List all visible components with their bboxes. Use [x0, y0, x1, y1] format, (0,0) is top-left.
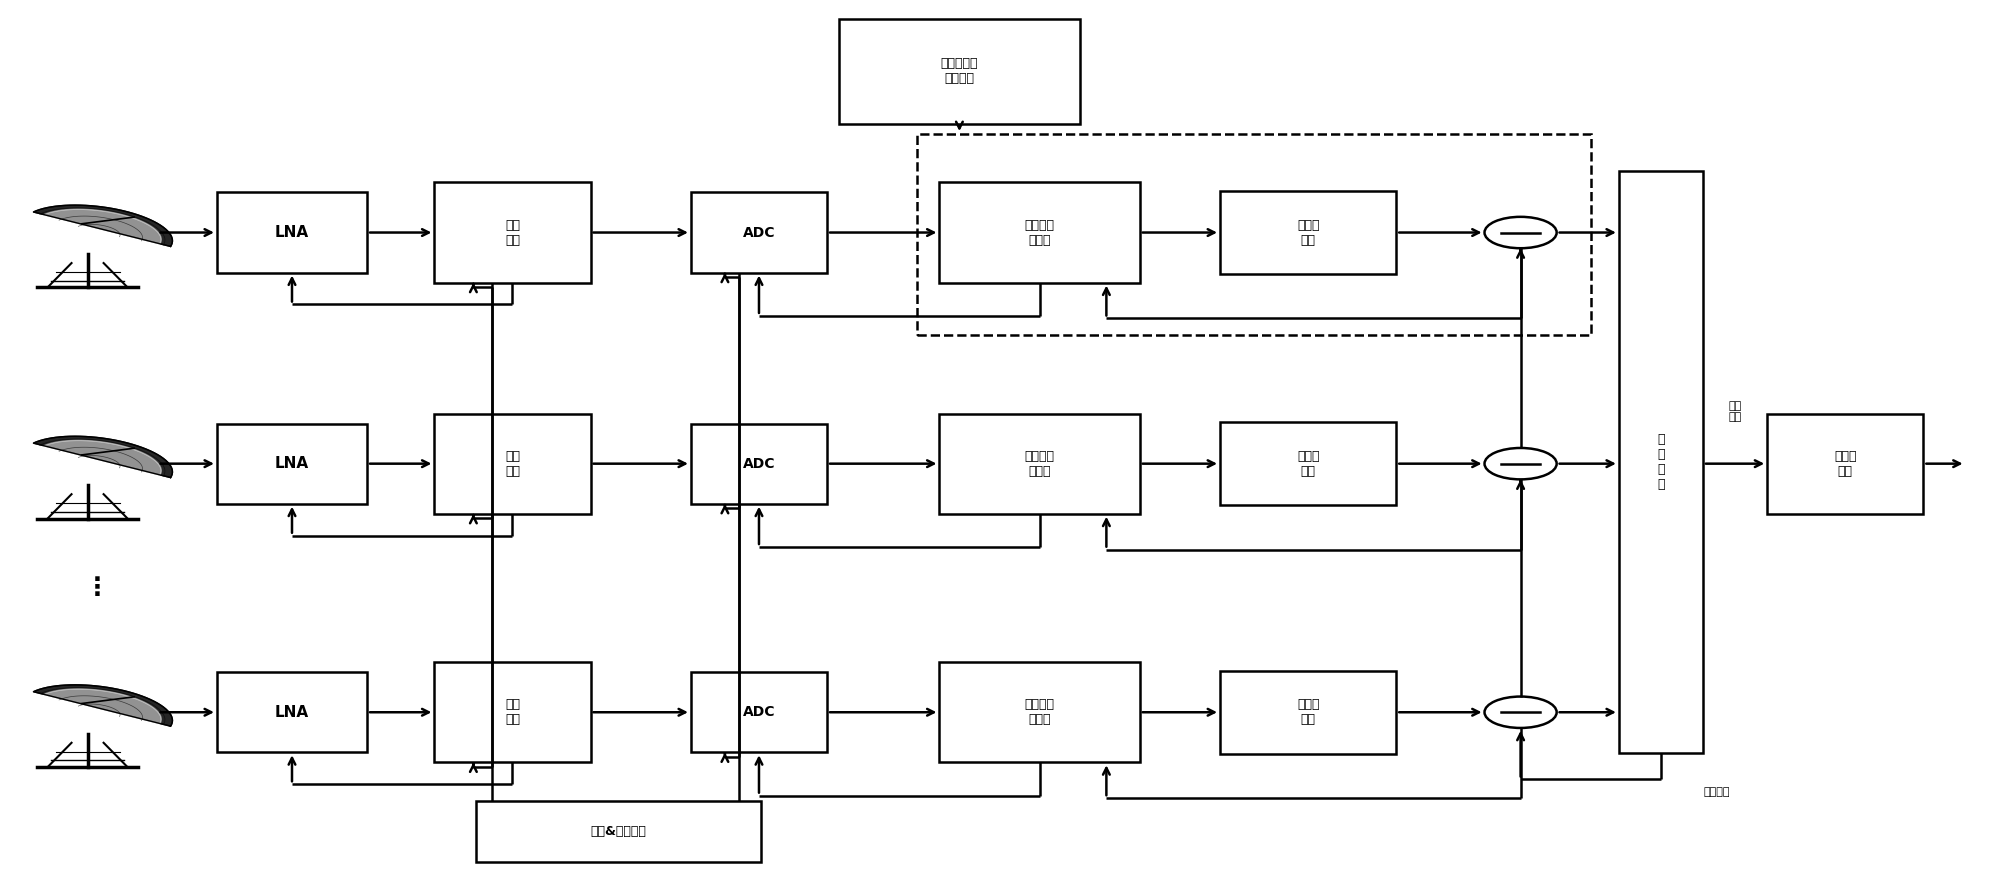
Text: 相位差
估计: 相位差 估计 [1297, 450, 1319, 478]
FancyBboxPatch shape [476, 802, 761, 862]
FancyBboxPatch shape [434, 182, 590, 283]
Polygon shape [42, 689, 161, 724]
Polygon shape [42, 440, 161, 475]
Text: 时延和加权
幅值计算: 时延和加权 幅值计算 [941, 57, 977, 85]
Text: 下变
频器: 下变 频器 [506, 450, 520, 478]
FancyBboxPatch shape [217, 424, 367, 504]
FancyBboxPatch shape [839, 19, 1080, 123]
Text: 时延和相
位调整: 时延和相 位调整 [1026, 219, 1054, 247]
Polygon shape [34, 205, 173, 247]
FancyBboxPatch shape [939, 182, 1140, 283]
Text: 时延和相
位调整: 时延和相 位调整 [1026, 698, 1054, 726]
Text: LNA: LNA [275, 456, 309, 471]
FancyBboxPatch shape [690, 672, 827, 752]
Text: ⋮: ⋮ [84, 576, 110, 600]
Text: 相位差
估计: 相位差 估计 [1297, 698, 1319, 726]
Text: 频率&时统模块: 频率&时统模块 [590, 825, 646, 838]
FancyBboxPatch shape [1620, 172, 1704, 753]
Text: 合成
信号: 合成 信号 [1728, 401, 1742, 422]
Text: 解调接
收机: 解调接 收机 [1834, 450, 1856, 478]
FancyBboxPatch shape [1220, 191, 1397, 274]
FancyBboxPatch shape [217, 192, 367, 273]
Text: LNA: LNA [275, 704, 309, 720]
Text: LNA: LNA [275, 225, 309, 240]
FancyBboxPatch shape [1220, 671, 1397, 753]
FancyBboxPatch shape [1766, 414, 1923, 514]
Text: 下变
频器: 下变 频器 [506, 219, 520, 247]
FancyBboxPatch shape [690, 192, 827, 273]
FancyBboxPatch shape [434, 414, 590, 514]
Text: ADC: ADC [743, 457, 775, 471]
FancyBboxPatch shape [217, 672, 367, 752]
Text: 信
号
合
成: 信 号 合 成 [1658, 433, 1664, 492]
Polygon shape [34, 437, 173, 478]
Polygon shape [42, 209, 161, 244]
Text: 下变
频器: 下变 频器 [506, 698, 520, 726]
Text: ADC: ADC [743, 226, 775, 240]
Text: 时延和相
位调整: 时延和相 位调整 [1026, 450, 1054, 478]
Polygon shape [34, 685, 173, 726]
FancyBboxPatch shape [434, 662, 590, 762]
FancyBboxPatch shape [690, 424, 827, 504]
FancyBboxPatch shape [1220, 423, 1397, 505]
FancyBboxPatch shape [939, 414, 1140, 514]
Text: 相位差
估计: 相位差 估计 [1297, 219, 1319, 247]
FancyBboxPatch shape [939, 662, 1140, 762]
Text: ADC: ADC [743, 705, 775, 719]
Text: 参考信号: 参考信号 [1704, 788, 1730, 797]
